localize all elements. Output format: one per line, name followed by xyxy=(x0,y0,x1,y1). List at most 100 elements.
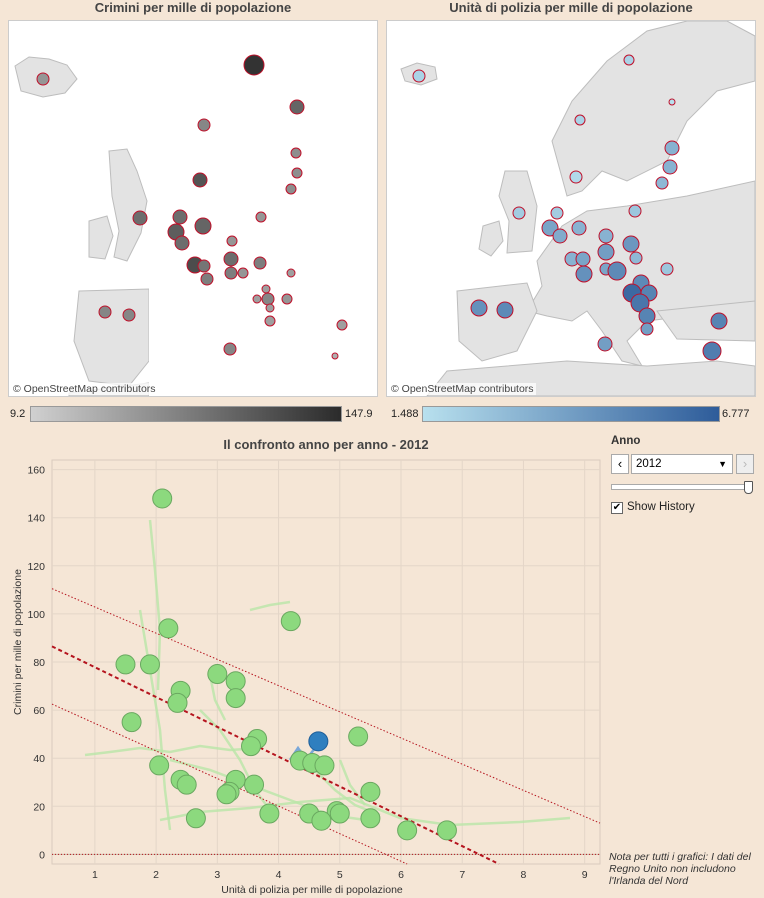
crime-bubble[interactable] xyxy=(197,118,211,132)
data-point[interactable] xyxy=(280,611,301,632)
police-bubble[interactable] xyxy=(569,170,583,184)
crime-bubble[interactable] xyxy=(281,293,293,305)
police-bubble[interactable] xyxy=(512,206,526,220)
data-point[interactable] xyxy=(185,808,206,829)
data-point[interactable] xyxy=(259,803,280,824)
crime-bubble[interactable] xyxy=(261,284,271,294)
police-bubble[interactable] xyxy=(575,265,593,283)
police-map[interactable]: © OpenStreetMap contributors xyxy=(386,20,756,397)
crime-bubble[interactable] xyxy=(174,235,190,251)
x-tick-label: 5 xyxy=(337,869,343,881)
show-history-checkbox[interactable]: ✔ xyxy=(611,502,623,514)
show-history-label[interactable]: Show History xyxy=(627,501,695,513)
data-point[interactable] xyxy=(360,808,381,829)
police-bubble[interactable] xyxy=(629,251,643,265)
data-point[interactable] xyxy=(348,726,369,747)
police-bubble[interactable] xyxy=(710,312,728,330)
x-tick-label: 1 xyxy=(92,869,98,881)
data-point[interactable] xyxy=(139,654,160,675)
police-bubble[interactable] xyxy=(702,341,722,361)
data-point[interactable] xyxy=(176,774,197,795)
crime-bubble[interactable] xyxy=(264,315,276,327)
data-point[interactable] xyxy=(244,774,265,795)
crime-bubble[interactable] xyxy=(192,172,208,188)
crime-bubble[interactable] xyxy=(261,292,275,306)
y-axis-label: Crimini per mille di popolazione xyxy=(12,569,24,715)
police-bubble[interactable] xyxy=(628,204,642,218)
data-point[interactable] xyxy=(121,712,142,733)
data-point[interactable] xyxy=(329,803,350,824)
crime-bubble[interactable] xyxy=(255,211,267,223)
police-bubble[interactable] xyxy=(412,69,426,83)
data-point[interactable] xyxy=(149,755,170,776)
data-point[interactable] xyxy=(225,671,246,692)
crime-bubble[interactable] xyxy=(291,167,303,179)
year-select[interactable]: 2012 ▼ xyxy=(631,454,733,474)
crime-bubble[interactable] xyxy=(223,251,239,267)
police-bubble[interactable] xyxy=(640,322,654,336)
police-bubble[interactable] xyxy=(660,262,674,276)
data-point[interactable] xyxy=(397,820,418,841)
crime-bubble[interactable] xyxy=(253,256,267,270)
crime-bubble[interactable] xyxy=(122,308,136,322)
police-bubble[interactable] xyxy=(655,176,669,190)
y-tick-label: 120 xyxy=(27,561,45,573)
checkmark-icon: ✔ xyxy=(612,502,622,513)
police-bubble[interactable] xyxy=(623,54,635,66)
crime-bubble[interactable] xyxy=(243,54,265,76)
data-point[interactable] xyxy=(167,692,188,713)
crime-map[interactable]: © OpenStreetMap contributors xyxy=(8,20,378,397)
data-point[interactable] xyxy=(314,755,335,776)
data-point[interactable] xyxy=(158,618,179,639)
next-year-button[interactable]: › xyxy=(736,454,754,474)
police-bubble[interactable] xyxy=(622,235,640,253)
data-point[interactable] xyxy=(360,781,381,802)
data-point[interactable] xyxy=(216,784,237,805)
data-point[interactable] xyxy=(240,736,261,757)
data-point[interactable] xyxy=(115,654,136,675)
crime-bubble[interactable] xyxy=(226,235,238,247)
crime-bubble[interactable] xyxy=(172,209,188,225)
crime-bubble[interactable] xyxy=(336,319,348,331)
data-point[interactable] xyxy=(152,488,173,509)
police-bubble[interactable] xyxy=(598,228,614,244)
police-bubble[interactable] xyxy=(668,98,676,106)
year-slider-track[interactable] xyxy=(611,484,753,490)
police-bubble[interactable] xyxy=(552,228,568,244)
data-point[interactable] xyxy=(225,688,246,709)
police-bubble[interactable] xyxy=(470,299,488,317)
crime-bubble[interactable] xyxy=(200,272,214,286)
police-bubble[interactable] xyxy=(664,140,680,156)
police-bubble[interactable] xyxy=(571,220,587,236)
crime-bubble[interactable] xyxy=(194,217,212,235)
data-point[interactable] xyxy=(311,810,332,831)
crime-bubble[interactable] xyxy=(98,305,112,319)
crime-bubble[interactable] xyxy=(132,210,148,226)
crime-bubble[interactable] xyxy=(224,266,238,280)
police-bubble[interactable] xyxy=(575,251,591,267)
crime-bubble[interactable] xyxy=(197,259,211,273)
crime-bubble[interactable] xyxy=(265,303,275,313)
crime-bubble[interactable] xyxy=(289,99,305,115)
data-point[interactable] xyxy=(436,820,457,841)
police-bubble[interactable] xyxy=(550,206,564,220)
highlighted-point[interactable] xyxy=(308,731,329,752)
police-bubble[interactable] xyxy=(662,159,678,175)
police-bubble[interactable] xyxy=(597,243,615,261)
crime-bubble[interactable] xyxy=(36,72,50,86)
crime-bubble[interactable] xyxy=(331,352,339,360)
police-bubble[interactable] xyxy=(496,301,514,319)
prev-year-button[interactable]: ‹ xyxy=(611,454,629,474)
police-bubble[interactable] xyxy=(607,261,627,281)
crime-bubble[interactable] xyxy=(286,268,296,278)
crime-bubble[interactable] xyxy=(223,342,237,356)
crime-bubble[interactable] xyxy=(285,183,297,195)
crime-bubble[interactable] xyxy=(237,267,249,279)
crime-bubble[interactable] xyxy=(252,294,262,304)
police-bubble[interactable] xyxy=(574,114,586,126)
crime-bubble[interactable] xyxy=(290,147,302,159)
police-bubble[interactable] xyxy=(638,307,656,325)
year-slider-handle[interactable] xyxy=(744,481,753,494)
police-bubble[interactable] xyxy=(597,336,613,352)
data-point[interactable] xyxy=(207,664,228,685)
